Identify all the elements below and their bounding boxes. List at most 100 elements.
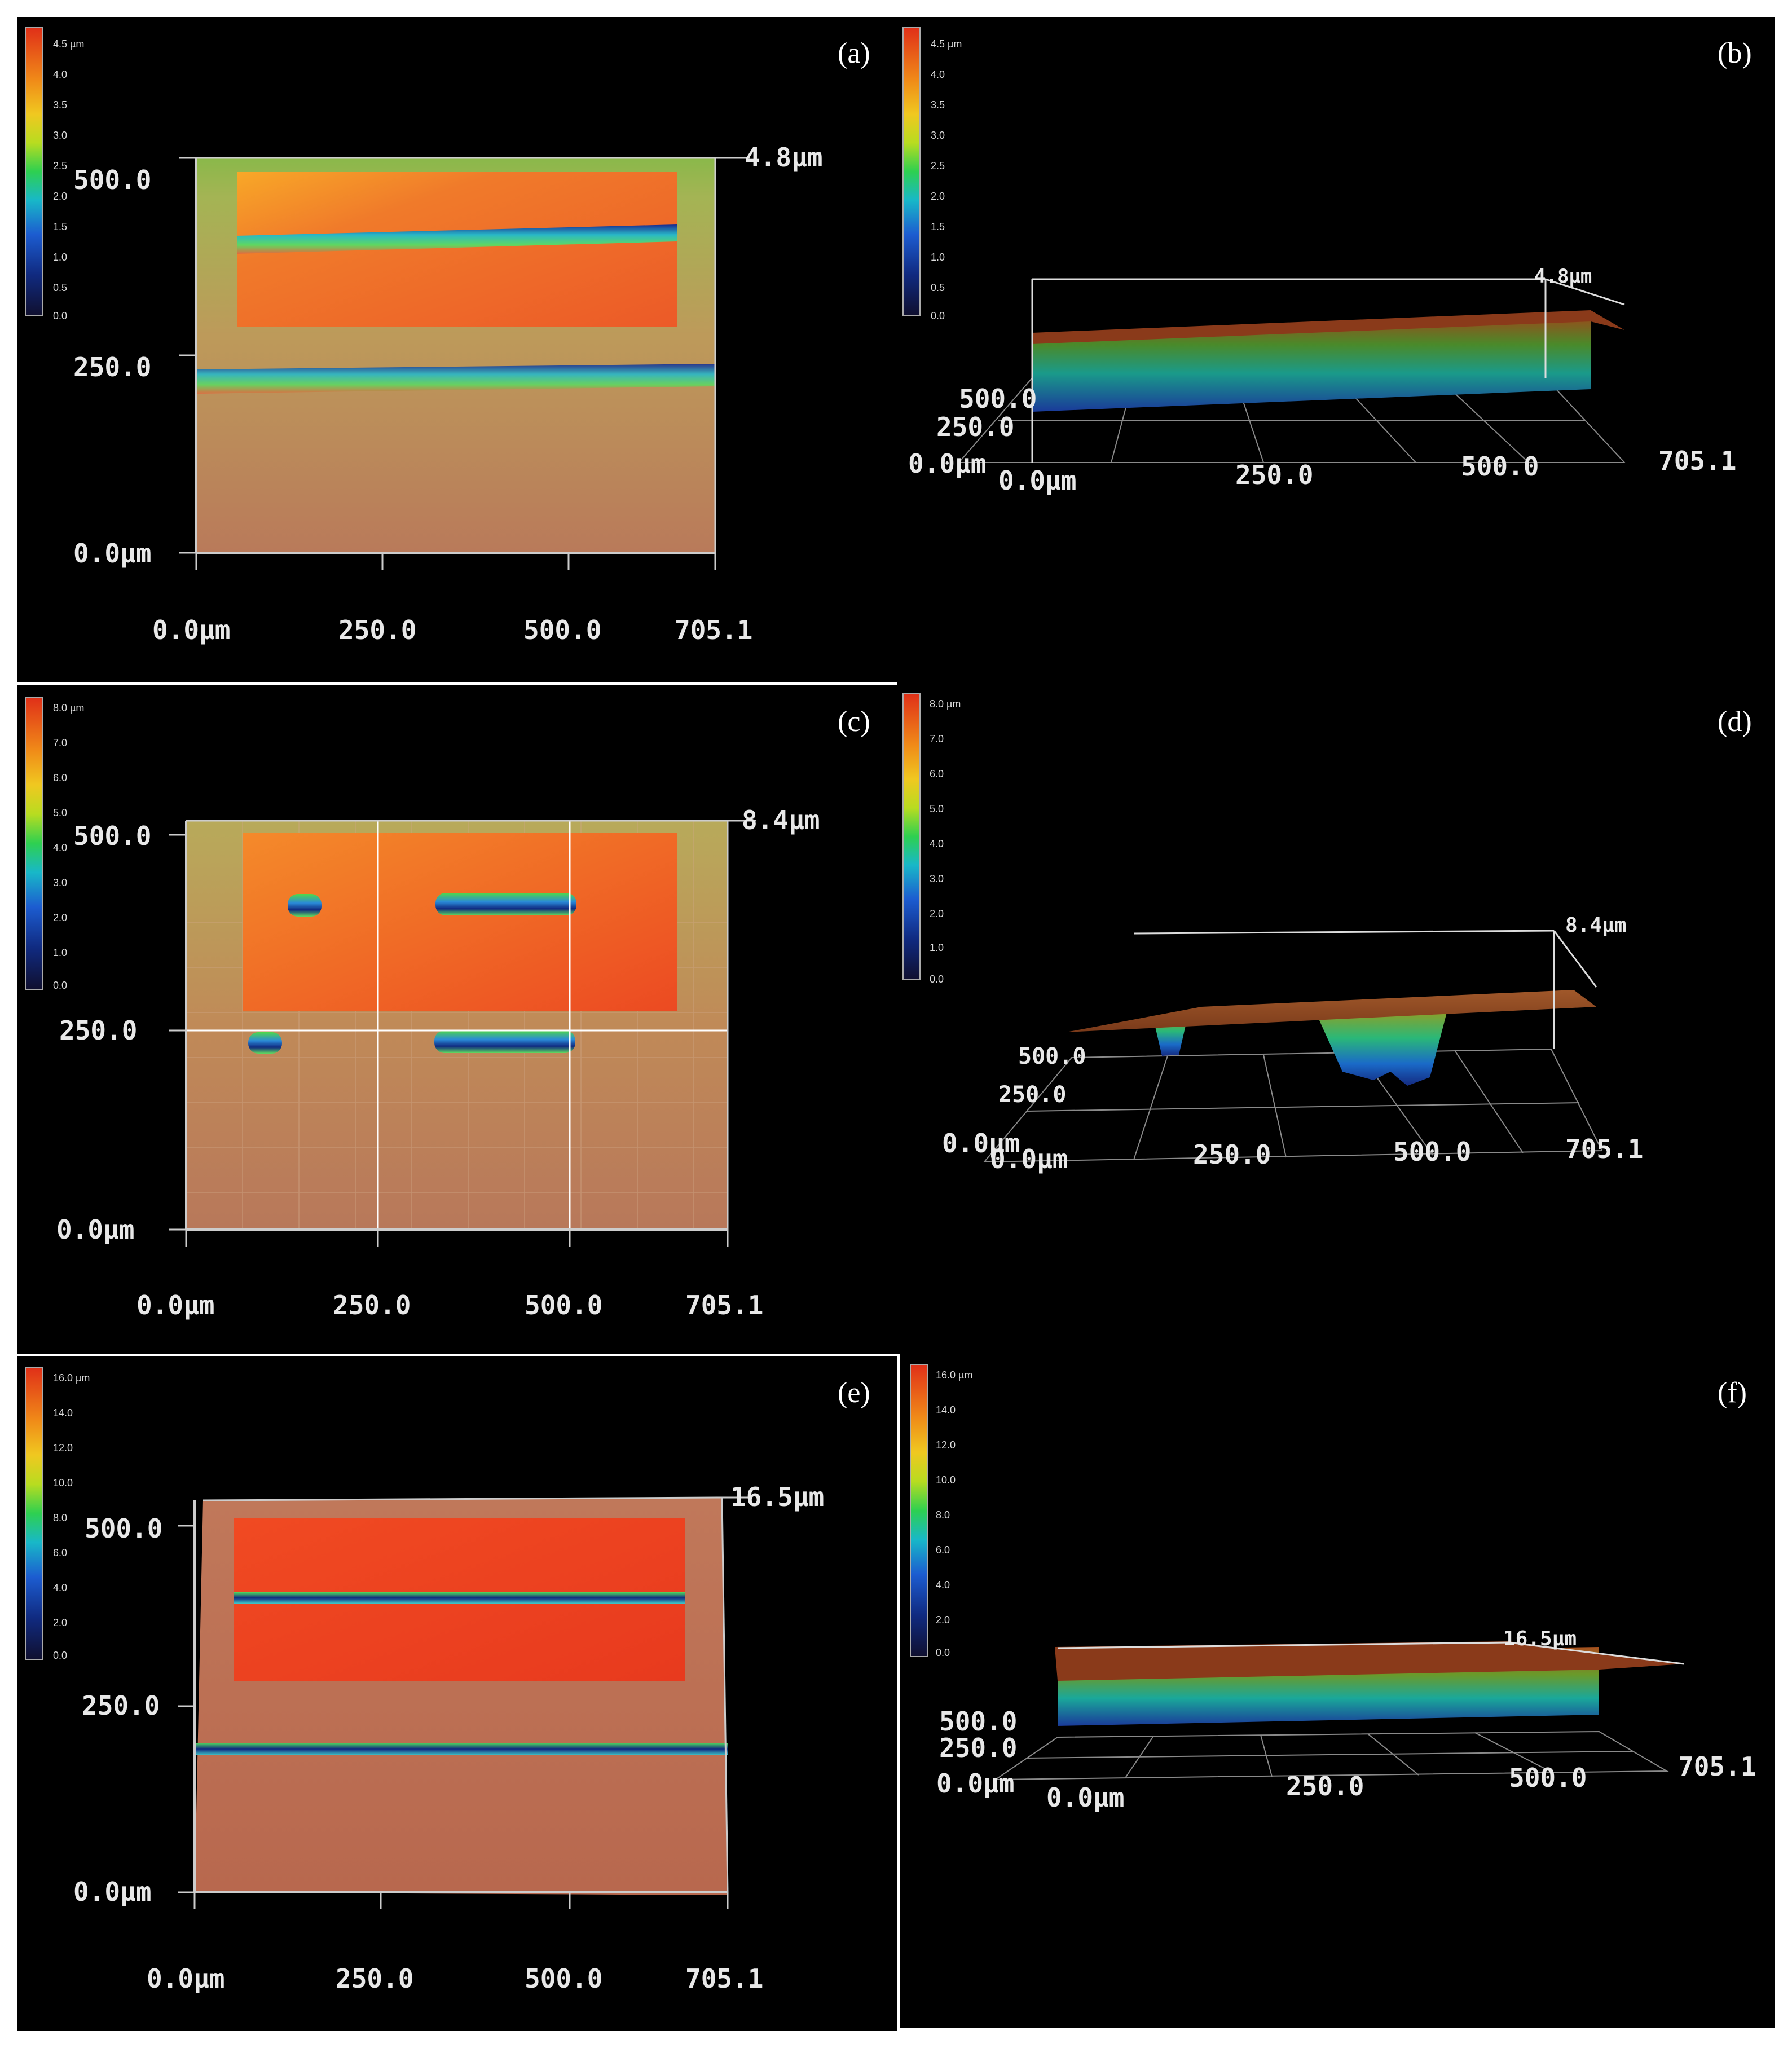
y-tick: 250.0 — [936, 412, 1015, 442]
x-tick: 0.0µm — [137, 1290, 215, 1320]
x-tick: 705.1 — [1565, 1134, 1644, 1164]
panel-a-graphic — [179, 157, 750, 570]
y-tick: 0.0µm — [73, 538, 152, 569]
colorbar — [25, 27, 43, 316]
x-tick: 0.0µm — [990, 1144, 1068, 1174]
colorbar-tick: 3.0 — [53, 130, 68, 141]
x-tick: 500.0 — [525, 1963, 603, 1994]
colorbar-tick: 8.0 — [53, 1512, 68, 1523]
colorbar-tick: 1.5 — [53, 221, 68, 232]
colorbar-tick: 1.0 — [53, 947, 68, 958]
x-tick: 500.0 — [1461, 451, 1539, 482]
panel-label: (f) — [1718, 1377, 1747, 1409]
colorbar-tick: 12.0 — [936, 1439, 956, 1451]
y-tick: 250.0 — [59, 1015, 138, 1046]
colorbar-tick: 0.5 — [931, 282, 945, 293]
panel-e-graphic — [178, 1496, 750, 1909]
y-tick: 250.0 — [82, 1690, 160, 1721]
colorbar-tick: 5.0 — [53, 807, 68, 818]
colorbar-tick: 8.0 — [936, 1509, 950, 1521]
colorbar-tick: 6.0 — [53, 772, 68, 783]
colorbar-tick: 8.0 µm — [53, 702, 85, 714]
panel-a: 4.5 µm 4.0 3.5 3.0 2.5 2.0 1.5 1.0 0.5 0… — [17, 17, 897, 682]
colorbar-tick: 4.0 — [936, 1579, 950, 1591]
colorbar-tick: 1.0 — [931, 252, 945, 263]
panel-d: 8.0 µm 7.0 6.0 5.0 4.0 3.0 2.0 1.0 0.0 (… — [897, 682, 1775, 1354]
x-tick: 250.0 — [336, 1963, 414, 1994]
colorbar-tick: 4.5 µm — [931, 38, 962, 50]
colorbar-tick: 2.0 — [53, 912, 68, 923]
colorbar — [25, 697, 43, 990]
x-tick: 705.1 — [1678, 1751, 1756, 1782]
x-tick: 0.0µm — [152, 615, 231, 645]
panel-c: 8.0 µm 7.0 6.0 5.0 4.0 3.0 2.0 1.0 0.0 (… — [17, 685, 897, 1354]
colorbar-tick: 3.5 — [53, 99, 68, 111]
colorbar-tick: 1.5 — [931, 221, 945, 232]
y-tick: 500.0 — [959, 384, 1037, 414]
colorbar-tick: 6.0 — [930, 768, 944, 779]
max-height-label: 8.4µm — [742, 805, 820, 835]
colorbar-tick: 2.0 — [930, 908, 944, 919]
colorbar-tick: 4.0 — [930, 838, 944, 849]
y-tick: 500.0 — [73, 165, 152, 195]
y-tick: 0.0µm — [56, 1214, 135, 1245]
max-height-label: 4.8µm — [1534, 265, 1592, 288]
y-tick: 0.0µm — [908, 448, 987, 479]
colorbar-tick: 4.0 — [53, 69, 68, 80]
colorbar-tick: 0.0 — [53, 1650, 68, 1661]
y-tick: 500.0 — [1018, 1043, 1086, 1069]
colorbar-tick: 4.0 — [53, 842, 68, 853]
panel-f-graphic — [993, 1641, 1684, 1781]
colorbar-tick: 8.0 µm — [930, 698, 961, 710]
y-tick: 250.0 — [939, 1733, 1018, 1763]
x-tick: 0.0µm — [1046, 1782, 1125, 1813]
y-tick: 0.0µm — [73, 1877, 152, 1907]
y-tick: 0.0µm — [936, 1768, 1015, 1799]
panel-c-graphic — [169, 820, 756, 1247]
colorbar — [25, 1367, 43, 1660]
x-tick: 500.0 — [525, 1290, 603, 1320]
panel-label: (e) — [838, 1377, 870, 1409]
colorbar-tick: 1.0 — [53, 252, 68, 263]
x-tick: 0.0µm — [998, 465, 1077, 496]
y-tick: 500.0 — [73, 821, 152, 851]
x-tick: 705.1 — [675, 615, 753, 645]
y-tick: 500.0 — [939, 1706, 1018, 1737]
colorbar-tick: 2.0 — [53, 1617, 68, 1628]
max-height-label: 4.8µm — [745, 142, 823, 173]
colorbar-tick: 3.0 — [931, 130, 945, 141]
x-tick: 250.0 — [1193, 1139, 1271, 1170]
colorbar-tick: 7.0 — [53, 737, 68, 748]
max-height-label: 8.4µm — [1565, 914, 1627, 937]
colorbar-tick: 3.0 — [930, 873, 944, 884]
colorbar-tick: 0.0 — [53, 310, 68, 321]
max-height-label: 16.5µm — [1503, 1627, 1577, 1650]
colorbar — [902, 27, 921, 316]
colorbar-tick: 4.0 — [53, 1582, 68, 1593]
x-tick: 250.0 — [1235, 460, 1314, 490]
x-tick: 500.0 — [1509, 1763, 1587, 1793]
colorbar-tick: 0.0 — [53, 980, 68, 991]
y-tick: 0.0µm — [942, 1128, 1020, 1159]
colorbar-tick: 14.0 — [53, 1407, 73, 1419]
colorbar-tick: 0.0 — [936, 1647, 950, 1658]
colorbar-tick: 12.0 — [53, 1442, 73, 1454]
colorbar-tick: 6.0 — [936, 1544, 950, 1556]
colorbar-tick: 0.5 — [53, 282, 68, 293]
colorbar-tick: 4.5 µm — [53, 38, 85, 50]
colorbar-tick: 2.0 — [936, 1614, 950, 1626]
panel-label: (c) — [838, 706, 870, 738]
colorbar-tick: 16.0 µm — [936, 1369, 973, 1381]
panel-label: (d) — [1718, 706, 1752, 738]
colorbar-tick: 4.0 — [931, 69, 945, 80]
panel-label: (a) — [838, 37, 870, 69]
panel-d-graphic — [983, 930, 1603, 1163]
colorbar-tick: 2.0 — [931, 191, 945, 202]
panel-e: 16.0 µm 14.0 12.0 10.0 8.0 6.0 4.0 2.0 0… — [17, 1356, 897, 2031]
colorbar-tick: 2.0 — [53, 191, 68, 202]
panel-b: 4.5 µm 4.0 3.5 3.0 2.5 2.0 1.5 1.0 0.5 0… — [897, 17, 1775, 682]
x-tick: 500.0 — [523, 615, 602, 645]
x-tick: 0.0µm — [147, 1963, 225, 1994]
colorbar-tick: 5.0 — [930, 803, 944, 814]
colorbar-tick: 1.0 — [930, 942, 944, 953]
